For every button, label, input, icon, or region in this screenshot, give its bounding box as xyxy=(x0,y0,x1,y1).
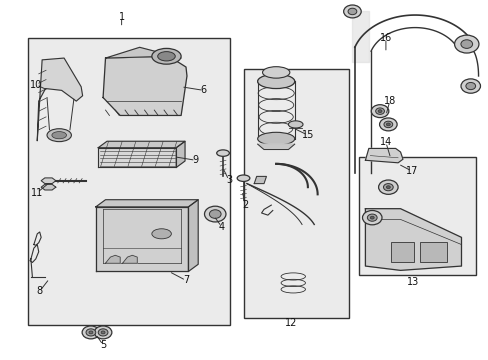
Ellipse shape xyxy=(362,211,381,225)
Ellipse shape xyxy=(216,150,229,156)
Ellipse shape xyxy=(288,121,303,128)
Polygon shape xyxy=(122,255,137,263)
Polygon shape xyxy=(98,148,176,167)
Ellipse shape xyxy=(152,48,181,64)
Text: 16: 16 xyxy=(379,33,391,43)
Ellipse shape xyxy=(86,329,96,336)
Ellipse shape xyxy=(377,110,381,113)
Ellipse shape xyxy=(257,132,294,145)
Ellipse shape xyxy=(101,331,105,334)
Ellipse shape xyxy=(257,74,294,89)
Ellipse shape xyxy=(52,132,66,139)
Text: 11: 11 xyxy=(31,188,43,198)
Text: 6: 6 xyxy=(200,85,206,95)
Polygon shape xyxy=(105,255,120,263)
Polygon shape xyxy=(37,58,82,140)
Ellipse shape xyxy=(347,8,356,15)
Ellipse shape xyxy=(94,326,112,339)
Polygon shape xyxy=(41,178,56,184)
Bar xyxy=(358,157,475,275)
Ellipse shape xyxy=(379,118,396,131)
Polygon shape xyxy=(365,148,402,163)
Text: 5: 5 xyxy=(100,340,106,350)
Text: 13: 13 xyxy=(406,277,418,287)
Bar xyxy=(27,39,229,325)
Polygon shape xyxy=(257,144,294,149)
Ellipse shape xyxy=(237,175,249,181)
Ellipse shape xyxy=(204,206,225,222)
Ellipse shape xyxy=(465,82,475,90)
Ellipse shape xyxy=(262,67,289,78)
Polygon shape xyxy=(96,207,188,271)
Ellipse shape xyxy=(98,329,108,336)
Ellipse shape xyxy=(209,210,221,219)
Text: 1: 1 xyxy=(118,12,124,22)
Ellipse shape xyxy=(89,331,93,334)
Ellipse shape xyxy=(386,186,389,189)
Bar xyxy=(244,69,348,318)
Polygon shape xyxy=(41,184,56,190)
Ellipse shape xyxy=(152,229,171,239)
Polygon shape xyxy=(98,141,184,148)
Polygon shape xyxy=(176,141,184,167)
Polygon shape xyxy=(105,47,181,58)
Polygon shape xyxy=(254,176,266,184)
Ellipse shape xyxy=(370,105,388,118)
Ellipse shape xyxy=(366,214,376,221)
Text: 2: 2 xyxy=(242,200,248,210)
Polygon shape xyxy=(103,56,186,116)
Ellipse shape xyxy=(47,129,71,141)
Text: 4: 4 xyxy=(218,222,224,231)
Text: 9: 9 xyxy=(192,155,199,165)
Bar xyxy=(419,242,446,262)
Ellipse shape xyxy=(375,108,384,114)
Text: 8: 8 xyxy=(37,286,42,296)
Text: 18: 18 xyxy=(383,96,395,106)
Polygon shape xyxy=(188,200,198,271)
Text: 15: 15 xyxy=(301,130,313,140)
Ellipse shape xyxy=(383,121,392,128)
Polygon shape xyxy=(96,200,198,207)
Ellipse shape xyxy=(386,123,389,126)
Text: 7: 7 xyxy=(183,275,189,285)
Ellipse shape xyxy=(460,40,472,48)
Ellipse shape xyxy=(369,216,373,219)
Ellipse shape xyxy=(158,51,175,61)
Ellipse shape xyxy=(383,184,392,191)
Ellipse shape xyxy=(460,79,480,93)
Bar xyxy=(390,242,413,262)
Ellipse shape xyxy=(82,326,100,339)
Ellipse shape xyxy=(378,180,397,194)
Text: 10: 10 xyxy=(30,80,42,90)
Text: 14: 14 xyxy=(379,138,391,147)
Text: 12: 12 xyxy=(284,319,296,328)
Text: 3: 3 xyxy=(225,175,231,185)
Ellipse shape xyxy=(454,35,478,53)
Text: 17: 17 xyxy=(405,166,417,176)
Polygon shape xyxy=(365,209,461,270)
Ellipse shape xyxy=(343,5,361,18)
